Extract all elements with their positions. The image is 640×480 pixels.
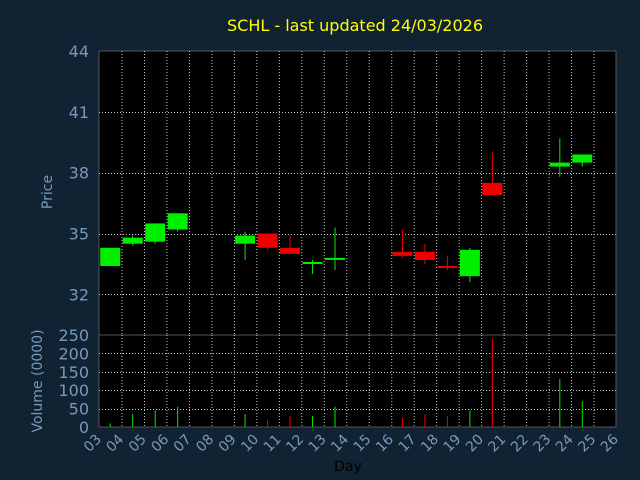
x-tick-label: 09	[216, 432, 240, 456]
candle-body	[100, 247, 121, 267]
candle-body	[235, 235, 256, 244]
price-panel: 32 35 38 41 44	[69, 42, 617, 336]
volume-bar	[401, 417, 403, 427]
x-tick-label: 13	[306, 432, 330, 456]
volume-tick-label: 150	[58, 363, 89, 382]
x-tick-label: 18	[418, 432, 442, 456]
candle-body	[459, 249, 480, 277]
volume-bar	[424, 414, 426, 427]
x-tick-label: 15	[351, 432, 375, 456]
candle-body	[572, 154, 593, 163]
x-tick-label: 21	[486, 432, 510, 456]
candle-body	[482, 182, 503, 196]
price-tick-label: 35	[69, 225, 89, 244]
volume-bar	[469, 410, 471, 427]
candle-body	[167, 213, 188, 230]
candle	[549, 138, 570, 177]
price-axis-label: Price	[40, 175, 56, 209]
volume-bar	[267, 419, 269, 427]
volume-bar	[154, 410, 156, 427]
x-tick-label: 26	[598, 431, 622, 455]
volume-bar	[132, 414, 134, 427]
x-tick-label: 23	[530, 432, 554, 456]
candle	[325, 227, 346, 271]
price-tick-label: 32	[69, 285, 89, 304]
candle	[167, 213, 188, 232]
candle	[414, 243, 435, 264]
candle	[257, 233, 278, 250]
candle-body	[280, 247, 301, 254]
x-tick-label: 06	[148, 431, 172, 455]
x-tick-label: 10	[238, 432, 262, 456]
x-tick-label: 04	[103, 431, 127, 455]
x-axis-label: Day	[334, 459, 362, 475]
candle	[392, 229, 413, 258]
price-tick-label: 44	[69, 42, 89, 61]
volume-bar	[177, 406, 179, 427]
x-tick-label: 24	[553, 431, 577, 455]
candle	[145, 223, 166, 244]
volume-tick-label: 50	[69, 400, 89, 419]
candle	[437, 255, 458, 271]
candle-body	[122, 237, 143, 244]
x-tick-label: 16	[373, 431, 397, 455]
volume-bar	[289, 415, 291, 427]
x-tick-label: 22	[508, 432, 532, 456]
candle-body	[392, 251, 413, 256]
candle	[280, 235, 301, 254]
volume-bar	[559, 379, 561, 427]
volume-bar	[446, 415, 448, 427]
candle	[572, 154, 593, 167]
candle	[100, 247, 121, 267]
volume-plot-area	[98, 334, 617, 428]
candle	[302, 259, 323, 275]
volume-bar	[312, 415, 314, 427]
candle	[482, 152, 503, 196]
volume-tick-label: 250	[58, 326, 89, 345]
candle	[235, 231, 256, 260]
x-tick-label: 20	[463, 432, 487, 456]
x-tick-label: 14	[328, 431, 352, 455]
candle-body	[145, 223, 166, 242]
candle-body	[302, 261, 323, 264]
price-plot-area	[98, 50, 617, 336]
x-tick-label: 11	[261, 432, 285, 456]
volume-axis-label: Volume (0000)	[30, 329, 46, 432]
volume-bar	[581, 401, 583, 427]
x-axis: 0304050607080910111213141516171819202122…	[81, 431, 622, 455]
volume-bar	[109, 423, 111, 427]
chart-title: SCHL - last updated 24/03/2026	[227, 16, 483, 35]
x-tick-label: 17	[396, 432, 420, 456]
price-tick-label: 41	[69, 103, 89, 122]
volume-tick-label: 200	[58, 344, 89, 363]
x-tick-label: 05	[126, 432, 150, 456]
x-tick-label: 12	[283, 432, 307, 456]
x-tick-label: 25	[575, 432, 599, 456]
candle	[459, 247, 480, 283]
candle-body	[257, 233, 278, 248]
candle-body	[549, 162, 570, 167]
volume-bar	[244, 414, 246, 427]
x-tick-label: 08	[193, 432, 217, 456]
x-tick-label: 19	[441, 432, 465, 456]
x-tick-label: 07	[171, 432, 195, 456]
volume-bar	[334, 406, 336, 427]
volume-tick-label: 100	[58, 381, 89, 400]
volume-bar	[491, 338, 493, 427]
candle-body	[325, 257, 346, 260]
volume-tick-label: 0	[79, 418, 89, 437]
price-tick-label: 38	[69, 164, 89, 183]
candle-body	[414, 251, 435, 260]
candle-body	[437, 266, 458, 269]
candle	[122, 235, 143, 246]
